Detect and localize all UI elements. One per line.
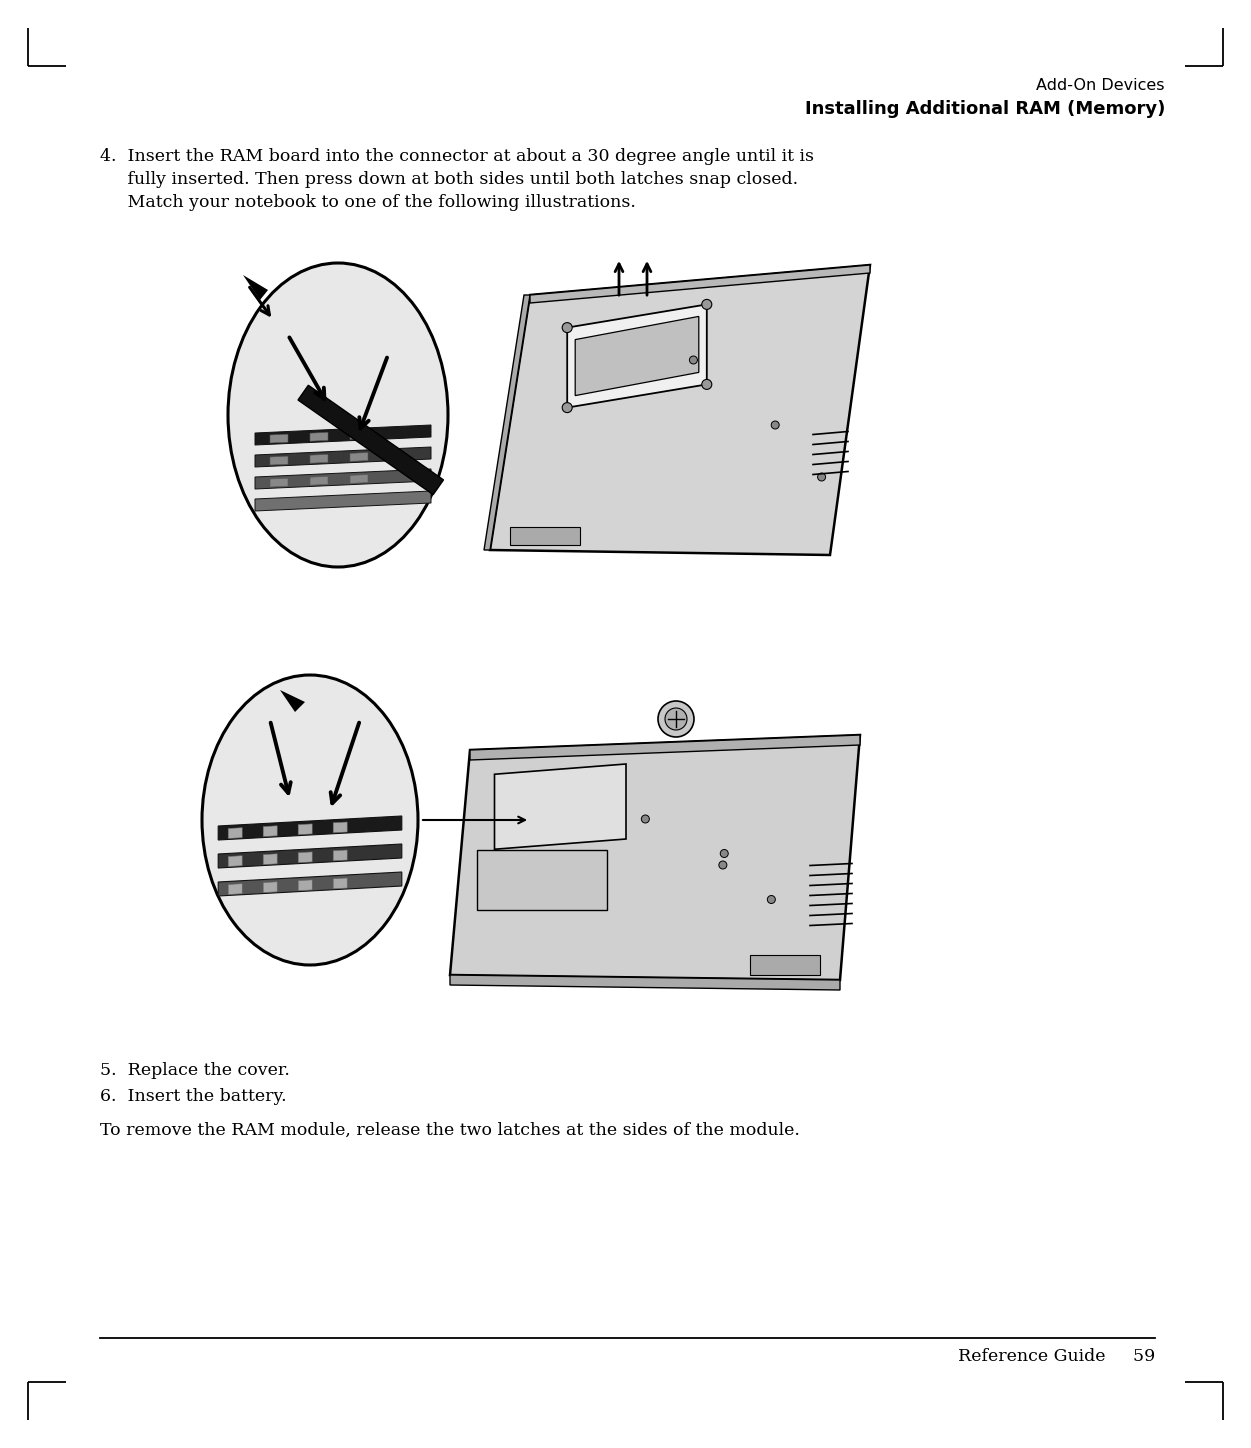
Polygon shape xyxy=(270,434,288,443)
Polygon shape xyxy=(218,872,402,896)
Polygon shape xyxy=(567,304,707,407)
Polygon shape xyxy=(270,456,288,465)
Polygon shape xyxy=(494,765,626,849)
Polygon shape xyxy=(263,825,278,837)
Circle shape xyxy=(666,708,687,730)
Text: Reference Guide     59: Reference Guide 59 xyxy=(958,1348,1155,1365)
Polygon shape xyxy=(263,854,278,864)
Polygon shape xyxy=(333,850,348,860)
Polygon shape xyxy=(218,844,402,867)
Polygon shape xyxy=(470,736,859,760)
Bar xyxy=(510,527,580,544)
Polygon shape xyxy=(218,817,402,840)
Polygon shape xyxy=(310,476,328,485)
Text: 6.  Insert the battery.: 6. Insert the battery. xyxy=(100,1087,286,1105)
Text: Installing Additional RAM (Memory): Installing Additional RAM (Memory) xyxy=(804,100,1165,117)
Circle shape xyxy=(658,701,694,737)
Polygon shape xyxy=(477,850,607,909)
Polygon shape xyxy=(280,691,305,712)
Circle shape xyxy=(562,323,572,333)
Polygon shape xyxy=(575,317,699,395)
Text: Add-On Devices: Add-On Devices xyxy=(1037,78,1165,93)
Polygon shape xyxy=(298,385,444,495)
Polygon shape xyxy=(530,265,869,303)
Polygon shape xyxy=(255,491,432,511)
Polygon shape xyxy=(350,430,368,439)
Bar xyxy=(751,956,819,975)
Circle shape xyxy=(689,356,697,363)
Polygon shape xyxy=(255,469,432,489)
Polygon shape xyxy=(350,453,368,462)
Text: To remove the RAM module, release the two latches at the sides of the module.: To remove the RAM module, release the tw… xyxy=(100,1122,799,1140)
Circle shape xyxy=(642,815,649,822)
Polygon shape xyxy=(263,882,278,892)
Polygon shape xyxy=(298,880,313,891)
Text: Match your notebook to one of the following illustrations.: Match your notebook to one of the follow… xyxy=(100,194,636,211)
Polygon shape xyxy=(310,455,328,463)
Polygon shape xyxy=(310,433,328,442)
Circle shape xyxy=(721,850,728,857)
Text: 5.  Replace the cover.: 5. Replace the cover. xyxy=(100,1061,290,1079)
Polygon shape xyxy=(270,478,288,487)
Text: fully inserted. Then press down at both sides until both latches snap closed.: fully inserted. Then press down at both … xyxy=(100,171,798,188)
Circle shape xyxy=(771,421,779,429)
Circle shape xyxy=(562,403,572,413)
Circle shape xyxy=(702,379,712,390)
Polygon shape xyxy=(450,736,859,980)
Polygon shape xyxy=(255,426,432,445)
Ellipse shape xyxy=(201,675,418,964)
Ellipse shape xyxy=(228,264,448,568)
Polygon shape xyxy=(333,877,348,889)
Polygon shape xyxy=(243,275,268,300)
Polygon shape xyxy=(333,822,348,833)
Polygon shape xyxy=(255,447,432,468)
Circle shape xyxy=(702,300,712,310)
Text: 4.  Insert the RAM board into the connector at about a 30 degree angle until it : 4. Insert the RAM board into the connect… xyxy=(100,148,814,165)
Polygon shape xyxy=(228,883,243,895)
Polygon shape xyxy=(298,851,313,863)
Polygon shape xyxy=(484,295,530,550)
Polygon shape xyxy=(298,824,313,834)
Polygon shape xyxy=(450,975,839,990)
Polygon shape xyxy=(490,265,869,555)
Circle shape xyxy=(818,473,826,481)
Circle shape xyxy=(767,895,776,904)
Circle shape xyxy=(719,862,727,869)
Polygon shape xyxy=(350,475,368,484)
Polygon shape xyxy=(228,856,243,866)
Polygon shape xyxy=(228,828,243,838)
